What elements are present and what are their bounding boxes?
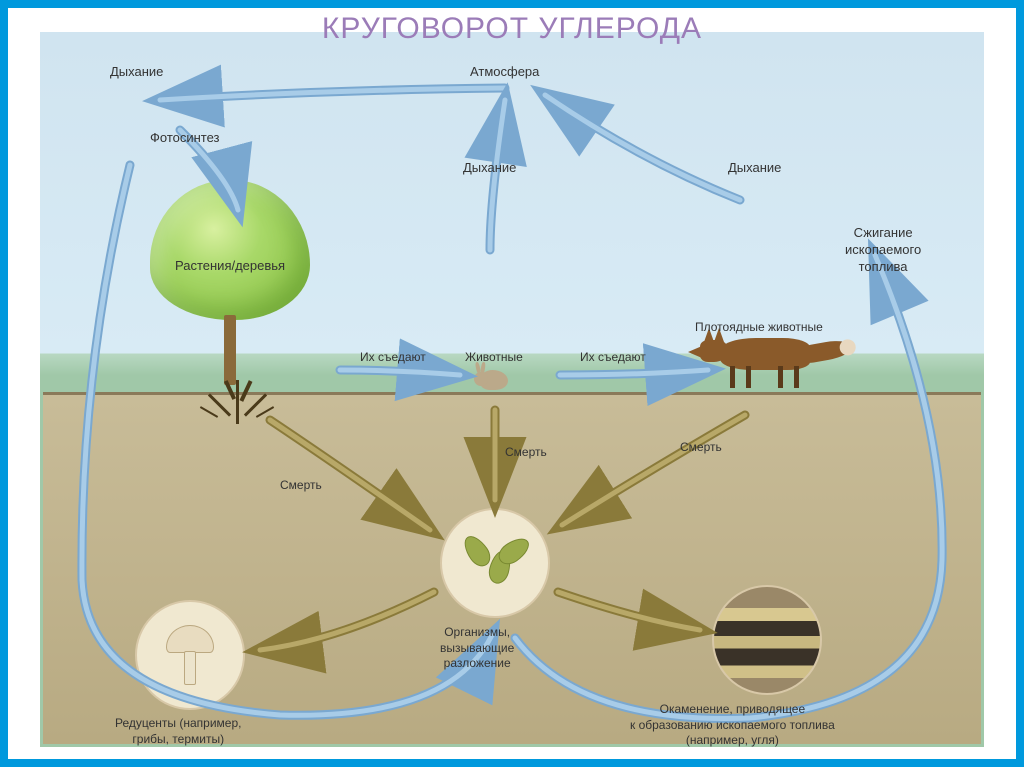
rabbit-illustration [480,370,508,390]
label-eaten-1: Их съедают [360,350,426,364]
label-death-tree: Смерть [280,478,322,492]
label-respiration-tree: Дыхание [110,64,163,79]
label-eaten-2: Их съедают [580,350,646,364]
diagram-title: КРУГОВОРОТ УГЛЕРОДА [0,12,1024,46]
label-carnivores: Плотоядные животные [695,320,823,334]
fox-illustration [720,338,810,370]
fossil-circle [712,585,822,695]
label-decomposers: Организмы, вызывающие разложение [440,625,514,672]
label-fossilization: Окаменение, приводящее к образованию иск… [630,702,835,749]
label-plants-trees: Растения/деревья [175,258,285,273]
label-animals: Животные [465,350,523,364]
label-respiration-fox: Дыхание [728,160,781,175]
label-respiration-mid: Дыхание [463,160,516,175]
horizon-line [43,392,981,395]
label-photosynthesis: Фотосинтез [150,130,220,145]
label-fossil-burning: Сжигание ископаемого топлива [845,225,921,276]
decomposer-circle [440,508,550,618]
label-death-fox: Смерть [680,440,722,454]
label-atmosphere: Атмосфера [470,64,539,79]
label-death-rabbit: Смерть [505,445,547,459]
tree-illustration [150,180,310,320]
label-reducents: Редуценты (например, грибы, термиты) [115,716,242,747]
mushroom-circle [135,600,245,710]
